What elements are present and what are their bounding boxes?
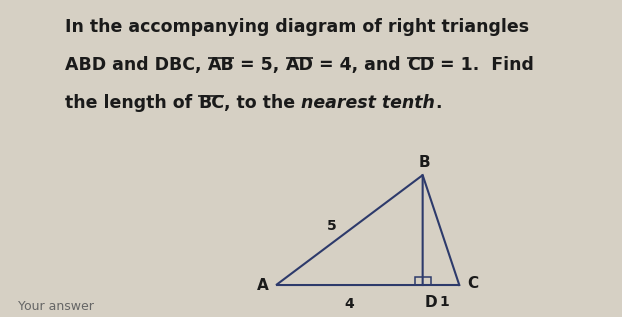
Text: 1: 1 — [440, 295, 450, 309]
Text: ABD and DBC,: ABD and DBC, — [65, 56, 208, 74]
Text: AD: AD — [285, 56, 313, 74]
Text: AB: AB — [208, 56, 234, 74]
Text: In the accompanying diagram of right triangles: In the accompanying diagram of right tri… — [65, 18, 529, 36]
Text: Your answer: Your answer — [18, 300, 94, 313]
Text: = 1.  Find: = 1. Find — [434, 56, 534, 74]
Text: , to the: , to the — [225, 94, 302, 112]
Text: B: B — [419, 155, 430, 170]
Text: A: A — [257, 277, 269, 293]
Text: C: C — [467, 276, 478, 291]
Text: the length of: the length of — [65, 94, 198, 112]
Text: nearest tenth: nearest tenth — [302, 94, 435, 112]
Text: 5: 5 — [327, 219, 337, 233]
Text: = 5,: = 5, — [234, 56, 285, 74]
Text: = 4, and: = 4, and — [313, 56, 407, 74]
Text: 4: 4 — [345, 297, 355, 311]
Text: D: D — [424, 295, 437, 310]
Text: .: . — [435, 94, 442, 112]
Text: CD: CD — [407, 56, 434, 74]
Text: BC: BC — [198, 94, 225, 112]
